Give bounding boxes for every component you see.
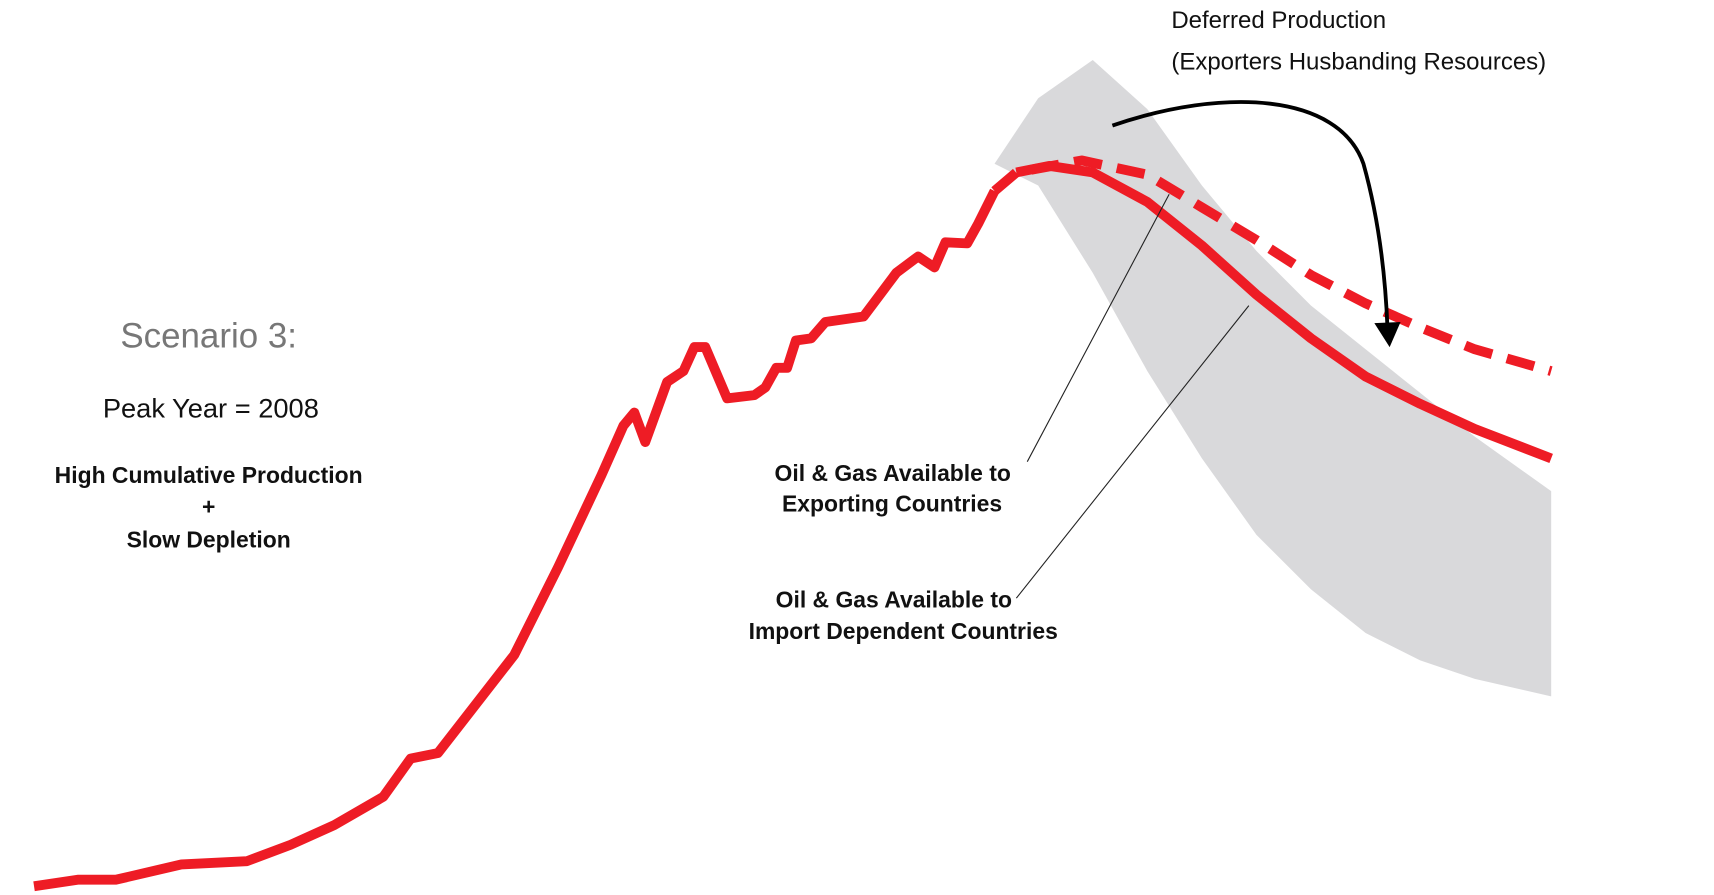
annotation: Oil & Gas Available to — [776, 586, 1012, 612]
annotation: (Exporters Husbanding Resources) — [1171, 49, 1546, 76]
annotation: Oil & Gas Available to — [775, 460, 1011, 486]
leader-line — [1026, 194, 1170, 462]
annotation: Exporting Countries — [782, 490, 1002, 516]
annotation: Import Dependent Countries — [749, 618, 1058, 644]
series-line — [991, 155, 1553, 376]
series-line — [1015, 160, 1553, 463]
series-line — [33, 188, 999, 892]
plot — [33, 60, 1553, 892]
scenario-line: + — [202, 494, 215, 520]
leader-line — [1015, 305, 1250, 599]
scenario-title: Scenario 3: — [120, 317, 297, 356]
uncertainty-band — [994, 60, 1552, 697]
arrow-head — [1374, 321, 1401, 348]
scenario-line: High Cumulative Production — [55, 462, 363, 488]
scenario-line: Slow Depletion — [127, 526, 291, 552]
arrow — [1111, 100, 1390, 328]
annotation: Deferred Production — [1171, 7, 1386, 34]
peak-year: Peak Year = 2008 — [103, 393, 319, 424]
